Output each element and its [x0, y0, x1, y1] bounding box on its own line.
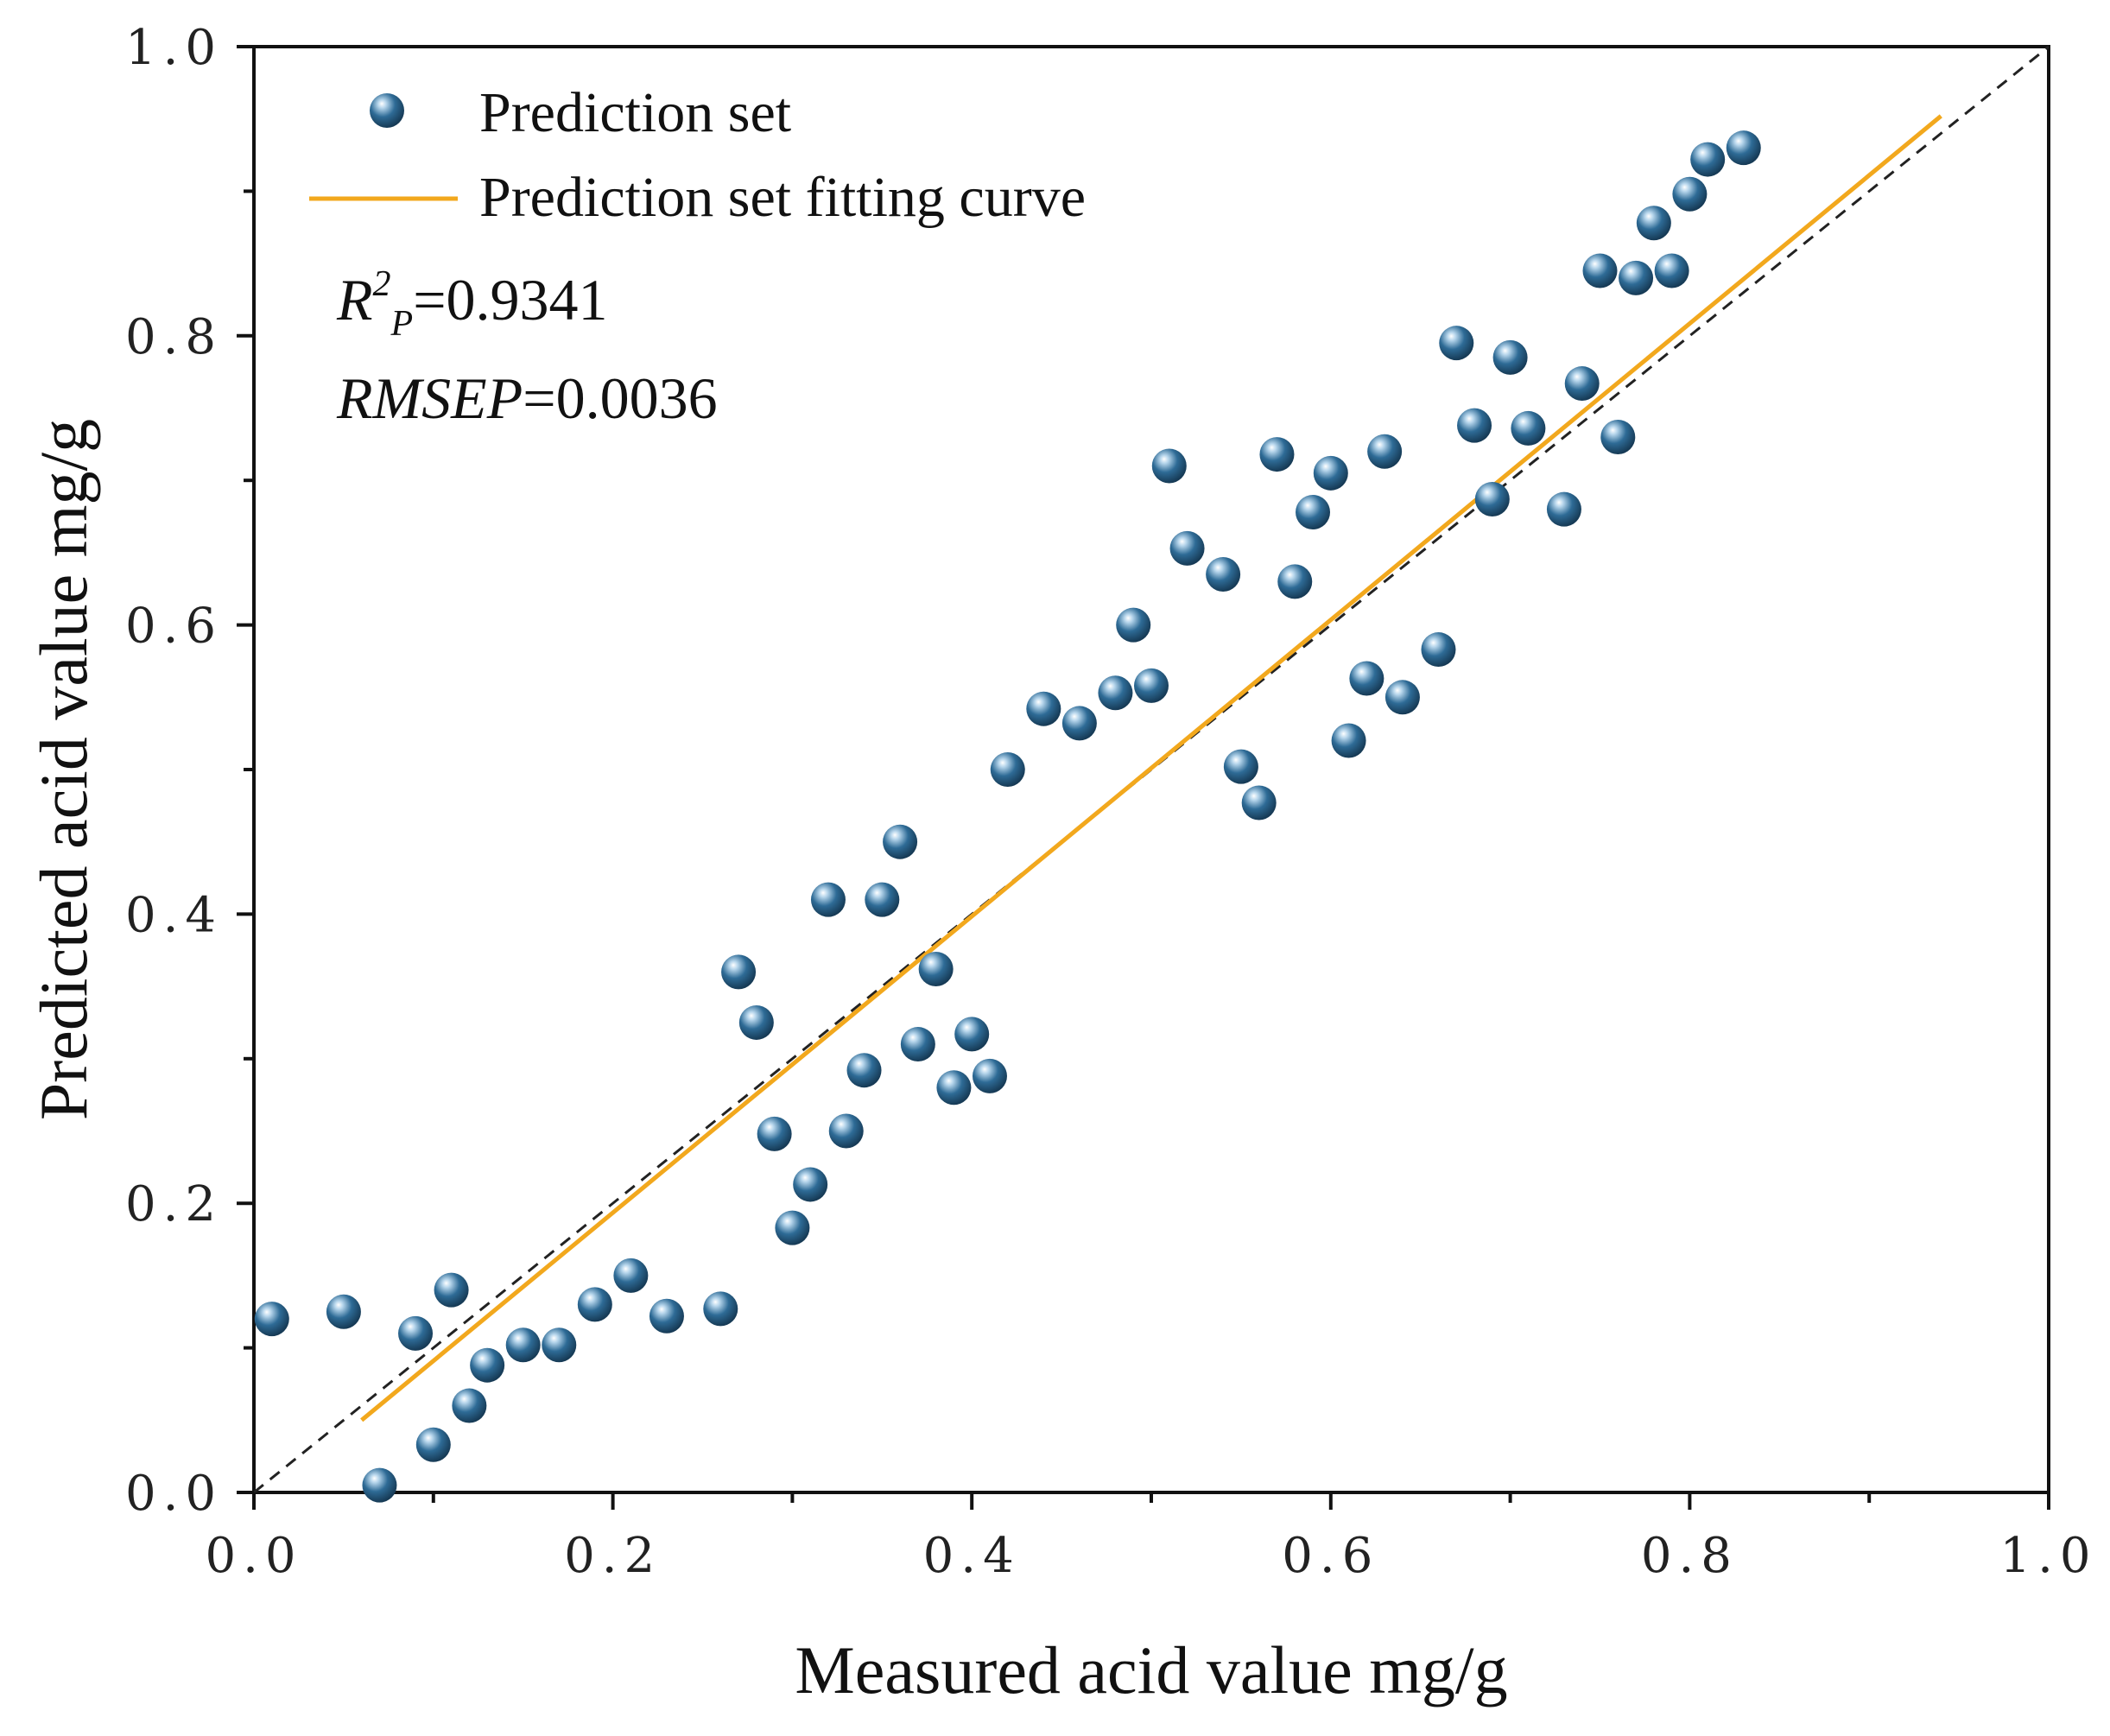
data-point: [1511, 410, 1546, 446]
data-point: [721, 954, 757, 990]
data-point: [972, 1058, 1007, 1093]
x-tick-label: 0.4: [923, 1528, 1021, 1584]
data-point: [1151, 448, 1187, 484]
data-point: [1457, 408, 1492, 443]
data-point: [1313, 455, 1348, 491]
data-point: [1600, 419, 1636, 454]
data-point: [1492, 339, 1528, 375]
data-point: [577, 1287, 612, 1322]
data-point: [990, 752, 1025, 787]
x-tick-label: 0.2: [564, 1528, 662, 1584]
data-point: [1582, 253, 1618, 288]
data-point: [470, 1347, 505, 1383]
data-point: [900, 1027, 935, 1062]
data-point: [775, 1210, 810, 1245]
data-point: [649, 1298, 684, 1334]
y-tick-label: 1.0: [125, 20, 223, 76]
data-point: [1439, 326, 1474, 361]
data-point: [1349, 661, 1384, 696]
data-point: [1331, 723, 1366, 758]
data-point: [1116, 607, 1151, 643]
data-point: [1223, 749, 1258, 784]
data-points: [254, 130, 1761, 1503]
data-point: [757, 1116, 792, 1151]
data-point: [936, 1070, 972, 1106]
legend: Prediction set Prediction set fitting cu…: [309, 81, 1086, 229]
legend-points-label: Prediction set: [479, 81, 791, 144]
data-point: [793, 1167, 828, 1202]
data-point: [254, 1302, 289, 1337]
data-point: [1206, 557, 1241, 592]
data-point: [1134, 668, 1169, 703]
y-tick-label: 0.8: [125, 309, 223, 365]
y-tick-label: 0.6: [125, 599, 223, 655]
x-tick-label: 0.8: [1641, 1528, 1739, 1584]
y-tick-label: 0.4: [125, 887, 223, 943]
rmsep-label: RMSEP: [336, 365, 523, 431]
reference-line-layer: [253, 45, 2050, 1494]
reference-line: [253, 45, 2050, 1494]
data-point: [954, 1017, 990, 1052]
data-point: [452, 1388, 487, 1423]
axis-ticks: 0.0 0.2 0.4 0.6 0.8 1.0 0.0 0.2 0.4 0.6 0.8 1.0: [125, 20, 2097, 1584]
data-point: [1474, 481, 1510, 516]
y-tick-label: 0.2: [125, 1176, 223, 1232]
data-point: [1384, 680, 1420, 715]
data-point: [613, 1258, 649, 1293]
data-point: [1098, 675, 1133, 711]
fit-line-layer: [360, 114, 1942, 1422]
r2-stat: R2P=0.9341: [336, 264, 608, 344]
data-point: [1061, 706, 1097, 741]
data-point: [1619, 260, 1654, 295]
stats-annotation: R2P=0.9341 RMSEP=0.0036: [336, 264, 718, 431]
data-point: [1690, 142, 1726, 177]
data-point: [505, 1327, 541, 1363]
data-point: [828, 1113, 864, 1149]
data-point: [1546, 491, 1581, 527]
data-point: [918, 952, 954, 987]
data-point: [542, 1327, 577, 1363]
r2-symbol: R: [336, 267, 373, 333]
data-point: [703, 1291, 738, 1327]
data-point: [1169, 530, 1205, 566]
data-point: [865, 882, 900, 917]
data-point: [1421, 632, 1456, 668]
x-tick-label: 1.0: [1999, 1528, 2097, 1584]
data-point: [810, 882, 846, 917]
data-point: [1026, 691, 1061, 726]
data-point: [434, 1272, 469, 1308]
y-axis-title: Predicted acid value mg/g: [26, 419, 101, 1120]
data-point: [1636, 206, 1671, 241]
data-point: [1259, 437, 1295, 472]
data-point: [1277, 564, 1313, 599]
data-point: [326, 1294, 361, 1329]
fit-line: [360, 114, 1942, 1422]
data-point: [846, 1053, 882, 1088]
r2-value: =0.9341: [413, 267, 607, 333]
x-axis-title: Measured acid value mg/g: [795, 1632, 1507, 1707]
legend-fit-label: Prediction set fitting curve: [479, 166, 1086, 229]
data-point: [1564, 366, 1600, 402]
rmsep-value: =0.0036: [523, 365, 717, 431]
data-point: [398, 1315, 434, 1351]
data-point: [1672, 176, 1708, 212]
data-point: [415, 1427, 451, 1462]
y-tick-label: 0.0: [125, 1466, 223, 1522]
data-point: [1726, 130, 1761, 166]
legend-point-marker: [370, 93, 404, 128]
data-point: [1241, 785, 1277, 820]
x-tick-label: 0.0: [205, 1528, 302, 1584]
data-point: [362, 1467, 397, 1503]
data-point: [883, 824, 918, 859]
rmsep-stat: RMSEP=0.0036: [336, 365, 718, 431]
data-point: [738, 1004, 774, 1040]
r2-sup: 2: [373, 264, 391, 304]
data-point: [1367, 434, 1403, 469]
r2-sub: P: [390, 304, 414, 344]
x-tick-label: 0.6: [1282, 1528, 1379, 1584]
data-point: [1296, 495, 1331, 530]
data-point: [1654, 253, 1689, 288]
